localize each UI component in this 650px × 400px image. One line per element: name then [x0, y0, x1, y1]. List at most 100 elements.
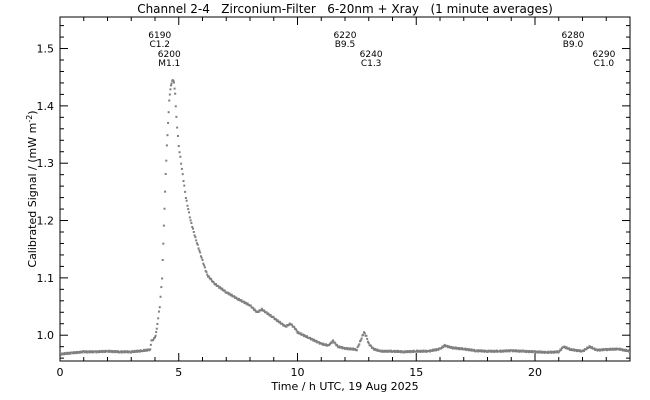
- data-point: [246, 302, 249, 305]
- data-point: [421, 350, 424, 353]
- data-point: [396, 350, 399, 353]
- data-point: [606, 349, 609, 352]
- data-point: [181, 173, 184, 176]
- data-point: [486, 350, 489, 353]
- data-point: [174, 105, 177, 108]
- data-point: [458, 348, 460, 351]
- data-point: [185, 199, 188, 202]
- data-point: [560, 348, 563, 351]
- data-point: [416, 349, 419, 352]
- data-point: [570, 347, 573, 350]
- data-point: [520, 350, 523, 353]
- data-point: [203, 264, 206, 267]
- data-point: [68, 351, 71, 354]
- data-point: [332, 339, 335, 342]
- data-point: [492, 350, 495, 353]
- y-axis-label-close: ): [26, 110, 39, 114]
- data-point: [242, 300, 245, 303]
- data-point: [253, 308, 256, 311]
- data-point: [142, 350, 145, 353]
- data-point: [159, 295, 162, 298]
- data-point: [546, 351, 549, 354]
- data-point: [530, 349, 533, 352]
- data-point: [585, 348, 588, 351]
- data-point: [290, 323, 293, 326]
- data-point: [240, 299, 243, 302]
- data-point: [81, 351, 84, 354]
- data-point: [199, 255, 202, 258]
- data-point: [268, 313, 270, 316]
- data-point: [572, 348, 575, 351]
- data-point: [192, 227, 194, 230]
- data-point: [357, 344, 360, 347]
- y-axis-label-exponent: -2: [25, 115, 34, 123]
- data-point: [260, 309, 263, 312]
- data-point: [575, 350, 578, 353]
- plot-frame: [59, 16, 631, 362]
- data-point: [362, 333, 365, 336]
- data-point: [202, 262, 205, 265]
- data-point: [166, 134, 169, 137]
- data-point: [451, 347, 454, 350]
- data-point: [188, 211, 191, 214]
- data-point: [598, 349, 601, 352]
- data-point: [460, 348, 463, 351]
- data-point: [269, 314, 272, 317]
- data-point: [587, 346, 590, 349]
- data-point: [457, 346, 460, 349]
- data-point: [195, 239, 198, 242]
- data-point: [333, 341, 336, 344]
- data-point: [208, 276, 211, 279]
- data-point: [380, 350, 383, 353]
- data-point: [275, 318, 278, 321]
- data-point: [442, 345, 445, 348]
- data-point: [226, 291, 229, 294]
- data-point: [595, 348, 598, 351]
- data-point: [504, 350, 507, 353]
- flare-annotation-text: 6220: [334, 31, 357, 41]
- data-point: [157, 310, 160, 313]
- data-point: [315, 339, 318, 342]
- data-point: [365, 334, 368, 337]
- data-point: [78, 351, 81, 354]
- flare-annotation-text: 6190: [148, 31, 171, 41]
- data-point: [499, 349, 502, 352]
- data-point: [113, 351, 116, 354]
- data-point: [162, 242, 165, 245]
- data-point: [381, 349, 384, 352]
- data-point: [200, 256, 203, 259]
- data-point: [366, 340, 369, 343]
- data-point: [177, 145, 180, 148]
- data-point: [437, 348, 440, 351]
- data-point: [598, 348, 601, 351]
- data-point: [107, 350, 110, 353]
- data-point: [611, 347, 614, 350]
- data-point: [287, 324, 290, 327]
- data-point: [530, 351, 533, 354]
- x-tick-label: 20: [528, 366, 542, 379]
- data-point: [360, 337, 363, 340]
- data-point: [116, 350, 119, 353]
- x-axis-label: Time / h UTC, 19 Aug 2025: [270, 380, 418, 393]
- data-point: [399, 350, 402, 353]
- y-tick-label: 1.0: [37, 329, 55, 342]
- data-point: [507, 349, 510, 352]
- data-point: [65, 352, 68, 355]
- data-point: [245, 302, 248, 305]
- data-point: [393, 349, 396, 352]
- data-point: [157, 317, 160, 320]
- data-point: [132, 351, 135, 354]
- data-point: [60, 353, 63, 356]
- data-point: [119, 350, 122, 353]
- data-point: [198, 249, 201, 252]
- data-point: [537, 351, 540, 354]
- data-point: [466, 348, 469, 351]
- data-point: [482, 349, 485, 352]
- data-point: [540, 350, 543, 353]
- data-point: [88, 351, 91, 354]
- data-point: [325, 343, 327, 346]
- data-point: [467, 349, 470, 352]
- data-point: [252, 307, 255, 310]
- data-point: [212, 281, 215, 284]
